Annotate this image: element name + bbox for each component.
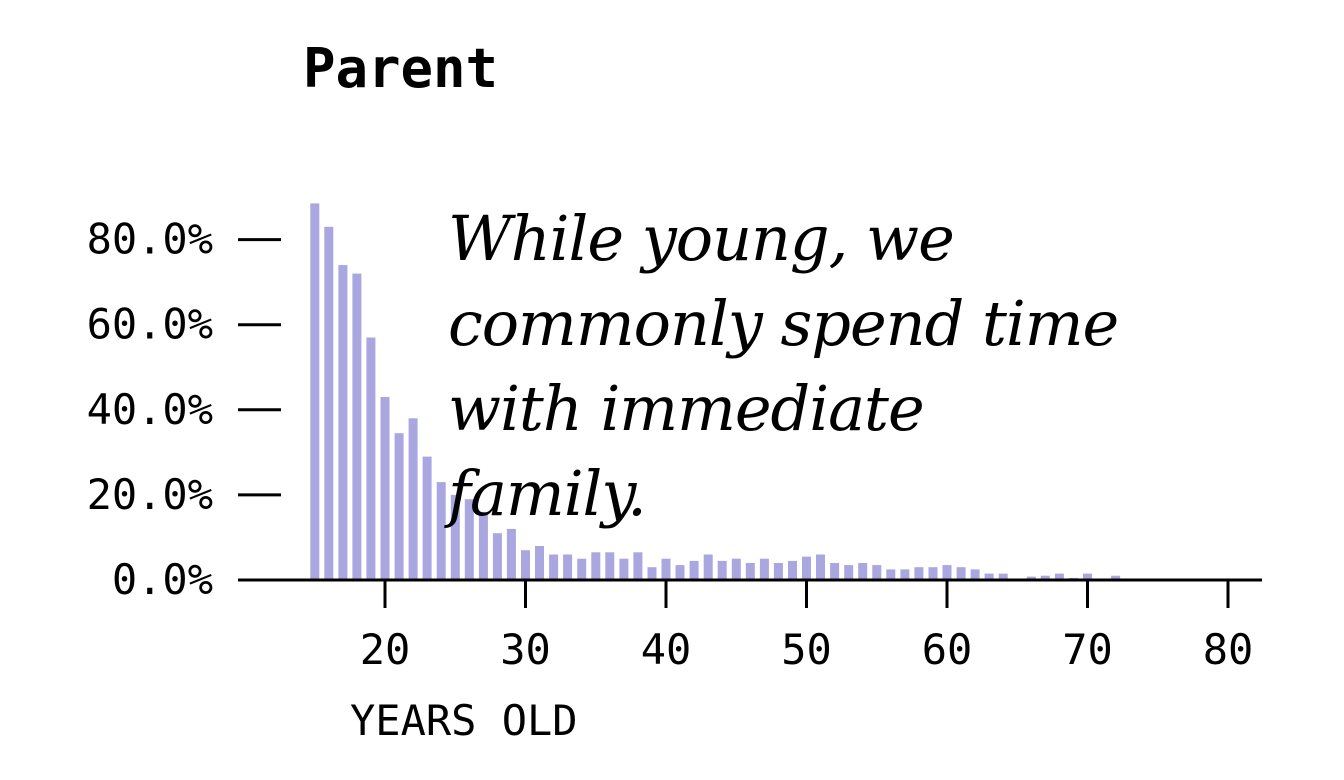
bar — [1040, 575, 1050, 580]
bar — [872, 565, 882, 580]
y-tick-label: 60.0% — [87, 300, 213, 349]
y-axis: 0.0% 20.0% 40.0% 60.0% 80.0% — [87, 215, 281, 604]
bar — [535, 546, 544, 580]
bar — [689, 560, 699, 580]
bar — [1054, 573, 1064, 580]
bar — [900, 569, 910, 580]
bar — [591, 552, 601, 580]
bar — [605, 552, 615, 580]
bar — [914, 567, 924, 580]
y-tick-label: 0.0% — [112, 555, 213, 604]
bar — [1111, 575, 1121, 580]
bar — [464, 499, 474, 580]
bar — [717, 560, 727, 580]
bar — [492, 533, 502, 580]
chart-title: Parent — [303, 37, 498, 100]
bar — [436, 482, 446, 580]
annotation-line: with immediate — [448, 372, 925, 445]
bar — [1026, 576, 1036, 580]
bar — [661, 558, 671, 580]
x-tick-label: 20 — [360, 625, 411, 674]
bar — [619, 558, 629, 580]
bar — [731, 558, 741, 580]
bar — [647, 567, 657, 580]
bar — [422, 456, 432, 580]
bar — [506, 528, 516, 580]
bar — [338, 265, 348, 580]
x-tick-label: 30 — [500, 625, 551, 674]
bar — [745, 563, 755, 580]
bar — [858, 563, 868, 580]
bar — [802, 556, 811, 580]
bar — [366, 337, 376, 580]
x-axis: 20 30 40 50 60 70 80 — [238, 578, 1262, 674]
bar — [577, 558, 587, 580]
bar — [816, 554, 825, 580]
bar — [703, 554, 713, 580]
bar — [773, 563, 783, 580]
bar — [549, 554, 559, 580]
x-axis-label: YEARS OLD — [350, 696, 578, 745]
bar — [830, 563, 840, 580]
bar — [956, 567, 966, 580]
x-tick-label: 70 — [1062, 625, 1113, 674]
y-tick-label: 40.0% — [87, 385, 213, 434]
y-tick-label: 20.0% — [87, 470, 213, 519]
x-tick-label: 60 — [922, 625, 973, 674]
bar — [478, 511, 488, 580]
chart-annotation: While young, we commonly spend time with… — [448, 196, 1248, 536]
bar — [886, 569, 896, 580]
bar — [450, 494, 460, 580]
bar — [521, 550, 530, 580]
bar — [788, 560, 797, 580]
bar — [928, 567, 938, 580]
x-tick-label: 40 — [641, 625, 692, 674]
bar — [380, 397, 390, 580]
bar — [984, 573, 994, 580]
bar — [352, 273, 362, 580]
bar — [310, 203, 320, 580]
bar — [563, 554, 573, 580]
bar — [759, 558, 769, 580]
bar — [844, 565, 854, 580]
bar — [394, 433, 404, 580]
bar — [998, 573, 1008, 580]
annotation-line: While young, we — [448, 202, 955, 275]
bar — [633, 552, 643, 580]
bar — [942, 565, 952, 580]
annotation-line: commonly spend time — [448, 287, 1119, 360]
bar — [1083, 573, 1092, 580]
annotation-line: family. — [448, 457, 647, 530]
bar — [675, 565, 685, 580]
bars-group — [310, 203, 1233, 581]
x-tick-label: 80 — [1203, 625, 1254, 674]
x-tick-label: 50 — [781, 625, 832, 674]
y-tick-label: 80.0% — [87, 215, 213, 264]
bar — [970, 569, 980, 580]
bar — [324, 226, 334, 581]
bar — [408, 418, 418, 580]
